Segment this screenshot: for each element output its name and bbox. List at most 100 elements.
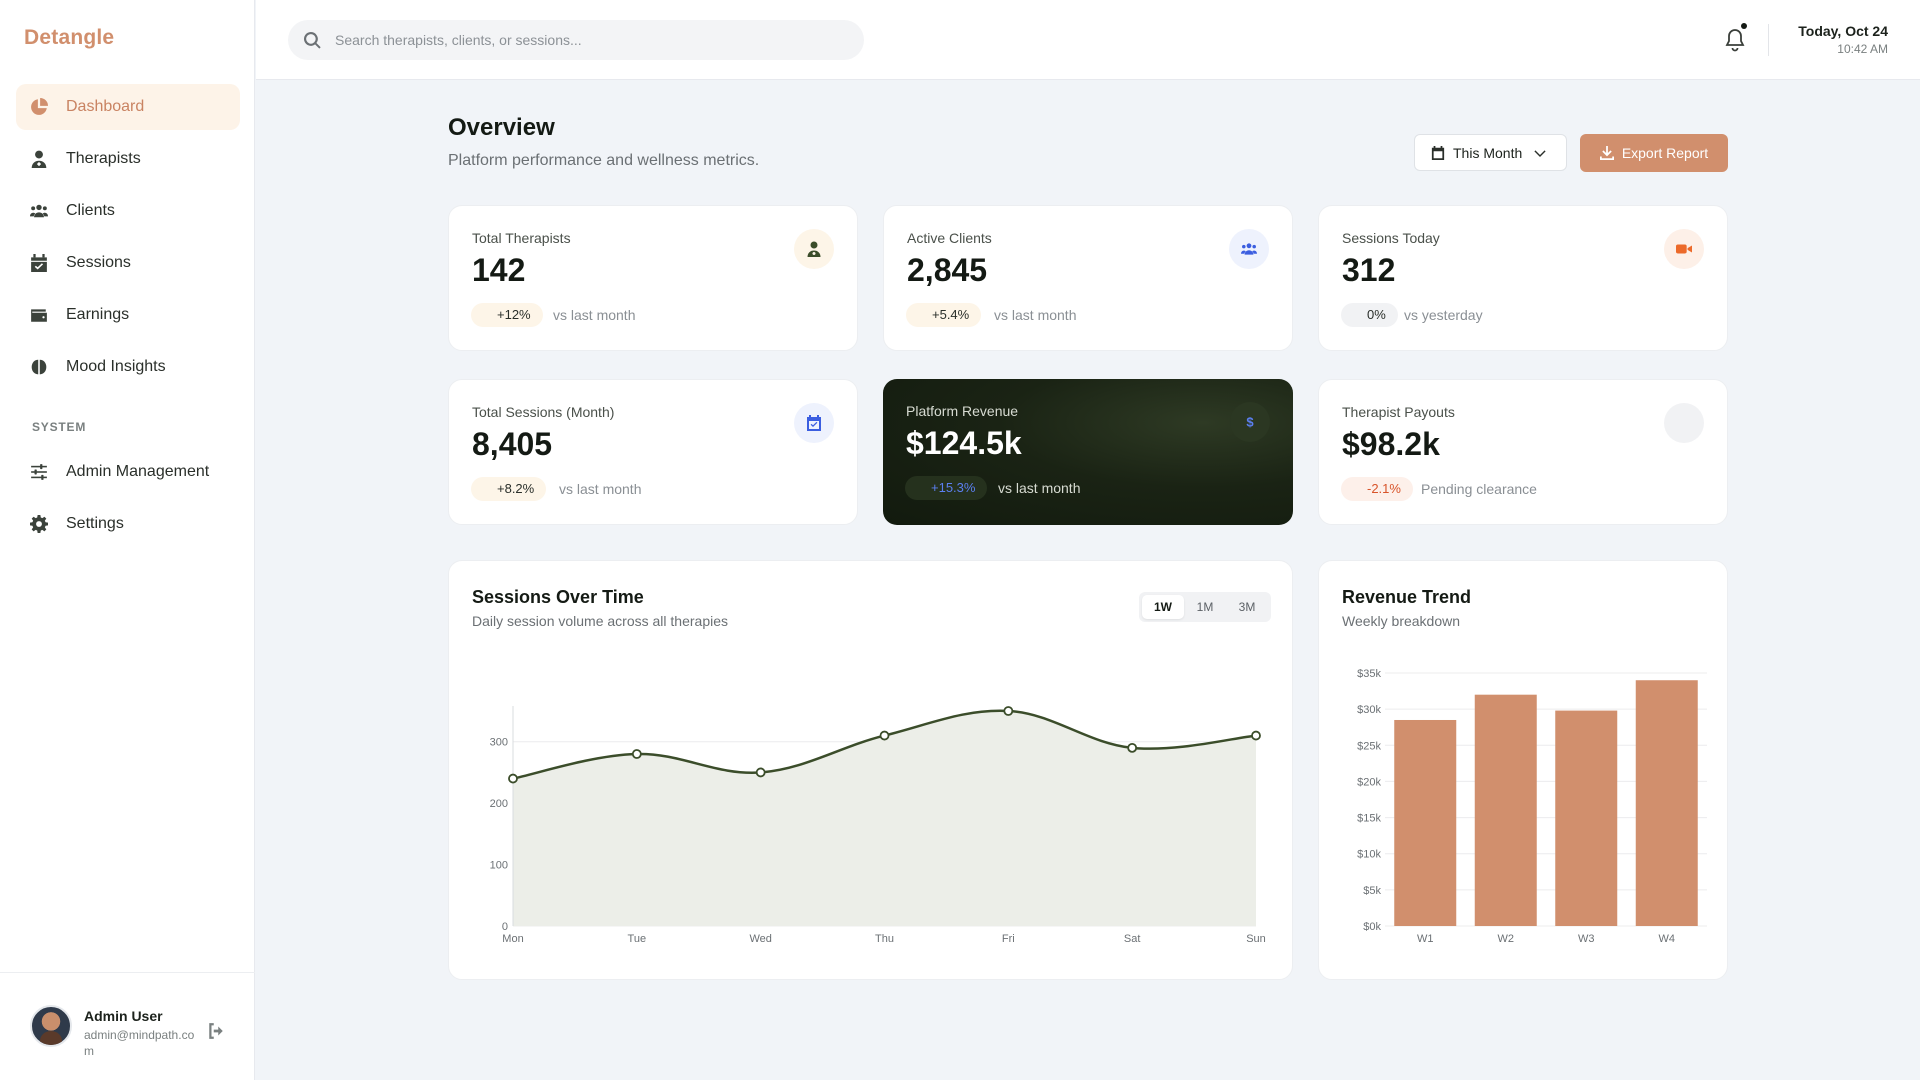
- user-doctor-icon: [30, 150, 48, 168]
- page-title: Overview: [448, 114, 555, 141]
- sidebar-item-label: Settings: [66, 515, 124, 532]
- search-bar[interactable]: [288, 20, 864, 60]
- users-icon: [1229, 229, 1269, 269]
- user-profile: Admin User admin@mindpath.com: [0, 972, 255, 1080]
- y-tick-label: $25k: [1357, 740, 1381, 752]
- stat-change: +5.4%: [906, 303, 982, 327]
- data-point: [1003, 706, 1014, 716]
- x-tick-label: Sun: [1246, 933, 1266, 945]
- divider: [1768, 24, 1769, 56]
- users-icon: [30, 202, 48, 220]
- sidebar-item-earnings[interactable]: Earnings: [16, 292, 240, 338]
- range-1w-button[interactable]: 1W: [1142, 595, 1184, 619]
- sidebar-item-dashboard[interactable]: Dashboard: [16, 84, 240, 130]
- sidebar: Detangle Dashboard Therapists Clients Se…: [0, 0, 255, 1080]
- wallet-icon: [30, 306, 48, 324]
- search-input[interactable]: [335, 32, 835, 48]
- x-tick-label: W4: [1659, 933, 1676, 945]
- stat-value: 312: [1342, 252, 1396, 288]
- x-tick-label: Fri: [1002, 933, 1015, 945]
- main-nav: Dashboard Therapists Clients Sessions Ea…: [16, 84, 240, 396]
- sidebar-item-mood-insights[interactable]: Mood Insights: [16, 344, 240, 390]
- stat-label: Total Sessions (Month): [472, 404, 615, 420]
- stat-label: Total Therapists: [472, 230, 571, 246]
- stat-change: -2.1%: [1341, 477, 1413, 501]
- y-tick-label: $0k: [1363, 921, 1381, 933]
- sidebar-item-label: Dashboard: [66, 98, 145, 115]
- stat-note: vs yesterday: [1404, 307, 1483, 323]
- y-tick-label: $5k: [1363, 885, 1381, 897]
- calendar-check-icon: [794, 403, 834, 443]
- stat-label: Sessions Today: [1342, 230, 1440, 246]
- brand-logo[interactable]: Detangle: [24, 26, 115, 49]
- data-point: [755, 767, 766, 778]
- stat-card-total-therapists: Total Therapists 142 +12% vs last month: [448, 205, 858, 351]
- stat-value: $98.2k: [1342, 426, 1440, 462]
- export-label: Export Report: [1621, 145, 1709, 161]
- stat-card-total-sessions: Total Sessions (Month) 8,405 +8.2% vs la…: [448, 379, 858, 525]
- period-label: This Month: [1453, 144, 1523, 161]
- search-icon: [304, 31, 321, 49]
- y-tick-label: 300: [490, 737, 508, 749]
- y-tick-label: $15k: [1357, 813, 1381, 825]
- stat-card-therapist-payouts: Therapist Payouts $98.2k -2.1% Pending c…: [1318, 379, 1728, 525]
- avatar[interactable]: [30, 1005, 72, 1047]
- chart-title: Revenue Trend: [1342, 587, 1472, 607]
- logout-icon[interactable]: [207, 1022, 225, 1040]
- x-tick-label: Sat: [1124, 933, 1141, 945]
- sidebar-item-label: Sessions: [66, 254, 131, 271]
- area-fill: [513, 710, 1256, 926]
- export-report-button[interactable]: Export Report: [1580, 134, 1728, 172]
- stat-label: Active Clients: [907, 230, 992, 246]
- brain-icon: [30, 358, 48, 376]
- download-icon: [1599, 146, 1614, 160]
- range-toggle: 1W 1M 3M: [1139, 592, 1271, 622]
- dollar-icon: $: [1230, 402, 1270, 442]
- calendar-check-icon: [30, 254, 48, 272]
- notification-dot: [1741, 23, 1747, 29]
- range-3m-button[interactable]: 3M: [1238, 600, 1256, 614]
- revenue-bar-chart: $0k $5k $10k $15k $20k $25k $30k $35k W1 W2 W3 W4: [1357, 668, 1707, 945]
- bar: [1635, 680, 1698, 926]
- sidebar-item-clients[interactable]: Clients: [16, 188, 240, 234]
- sidebar-item-settings[interactable]: Settings: [16, 501, 240, 547]
- stat-note: vs last month: [559, 481, 642, 497]
- data-point: [508, 773, 518, 784]
- x-tick-label: Thu: [875, 933, 894, 945]
- topbar: Today, Oct 24 10:42 AM: [256, 0, 1920, 80]
- sidebar-item-admin-management[interactable]: Admin Management: [16, 449, 240, 495]
- stat-value: 8,405: [472, 426, 553, 462]
- date-display: Today, Oct 24 10:42 AM: [1798, 23, 1888, 56]
- sidebar-item-label: Therapists: [66, 150, 141, 167]
- stat-note: vs last month: [994, 307, 1077, 323]
- stat-note: vs last month: [998, 480, 1081, 496]
- stat-change: +12%: [471, 303, 543, 327]
- circle-icon: [1664, 403, 1704, 443]
- bar: [1555, 710, 1618, 926]
- sidebar-item-sessions[interactable]: Sessions: [16, 240, 240, 286]
- nav-section-label: SYSTEM: [32, 420, 87, 434]
- bell-icon[interactable]: [1724, 28, 1746, 52]
- sessions-area-chart: 0 100 200 300 Mon Tue Wed Thu Fri Sat Sun: [490, 706, 1266, 945]
- sidebar-item-therapists[interactable]: Therapists: [16, 136, 240, 182]
- range-1m-button[interactable]: 1M: [1196, 600, 1214, 614]
- x-tick-label: W3: [1578, 933, 1595, 945]
- period-select[interactable]: This Month: [1414, 134, 1567, 171]
- stat-note: vs last month: [553, 307, 636, 323]
- stat-card-active-clients: Active Clients 2,845 +5.4% vs last month: [883, 205, 1293, 351]
- y-tick-label: 0: [502, 921, 508, 933]
- stat-label: Therapist Payouts: [1342, 404, 1455, 420]
- calendar-icon: [1431, 145, 1445, 160]
- data-point: [879, 730, 890, 741]
- chart-subtitle: Weekly breakdown: [1342, 613, 1461, 629]
- chevron-down-icon: [1534, 149, 1546, 157]
- stat-change: +15.3%: [905, 476, 988, 500]
- y-tick-label: 200: [490, 798, 508, 810]
- stat-value: 142: [472, 252, 526, 288]
- sidebar-item-label: Clients: [66, 202, 115, 219]
- sidebar-item-label: Mood Insights: [66, 358, 166, 375]
- y-tick-label: $20k: [1357, 776, 1381, 788]
- stat-label: Platform Revenue: [906, 403, 1019, 419]
- data-point: [1127, 742, 1138, 753]
- user-email: admin@mindpath.com: [84, 1028, 195, 1058]
